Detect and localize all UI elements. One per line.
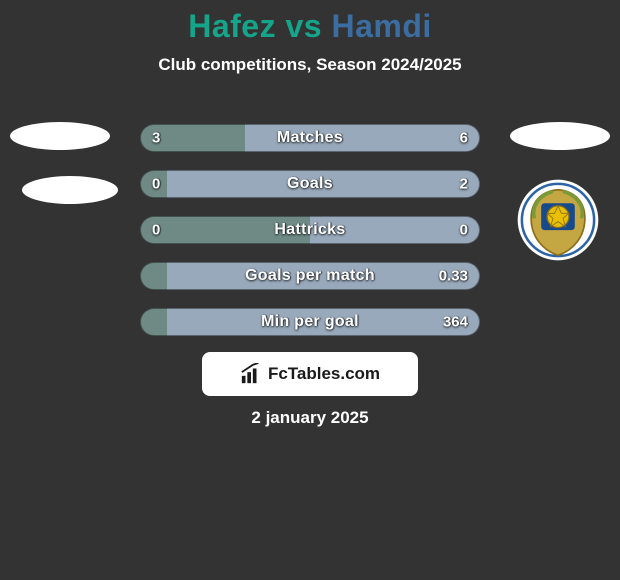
club-logo-left-1 xyxy=(10,122,110,150)
stat-value-left: 0 xyxy=(152,222,160,239)
stat-value-right: 364 xyxy=(443,314,468,331)
bar-left-fill xyxy=(140,262,167,290)
stat-row: 0 2 Goals xyxy=(140,170,480,198)
bar-left-fill xyxy=(140,308,167,336)
stat-value-right: 0 xyxy=(460,222,468,239)
stat-value-left: 0 xyxy=(152,176,160,193)
stat-row: 364 Min per goal xyxy=(140,308,480,336)
fctables-label: FcTables.com xyxy=(268,364,380,384)
stat-label: Goals xyxy=(287,175,333,193)
stat-value-right: 6 xyxy=(460,130,468,147)
fctables-logo: FcTables.com xyxy=(202,352,418,396)
stat-label: Matches xyxy=(277,129,343,147)
date-label: 2 january 2025 xyxy=(251,408,368,428)
stat-label: Hattricks xyxy=(274,221,345,239)
comparison-card: Hafez vs Hamdi Club competitions, Season… xyxy=(0,0,620,580)
stat-label: Goals per match xyxy=(245,267,375,285)
club-logo-left-2 xyxy=(22,176,118,204)
stat-value-right: 0.33 xyxy=(439,268,468,285)
stat-value-right: 2 xyxy=(460,176,468,193)
stat-label: Min per goal xyxy=(261,313,359,331)
title: Hafez vs Hamdi xyxy=(0,0,620,45)
bar-chart-icon xyxy=(240,363,262,385)
stat-row: 0.33 Goals per match xyxy=(140,262,480,290)
title-player2: Hamdi xyxy=(331,8,431,44)
stat-row: 0 0 Hattricks xyxy=(140,216,480,244)
club-logo-right-2 xyxy=(516,178,600,262)
title-vs: vs xyxy=(285,8,322,44)
stat-row: 3 6 Matches xyxy=(140,124,480,152)
club-logo-right-1 xyxy=(510,122,610,150)
subtitle: Club competitions, Season 2024/2025 xyxy=(0,55,620,75)
crest-icon xyxy=(516,178,600,262)
stat-value-left: 3 xyxy=(152,130,160,147)
stat-bars: 3 6 Matches 0 2 Goals 0 0 Hattricks 0.33 Goals per… xyxy=(140,124,480,354)
title-player1: Hafez xyxy=(188,8,276,44)
